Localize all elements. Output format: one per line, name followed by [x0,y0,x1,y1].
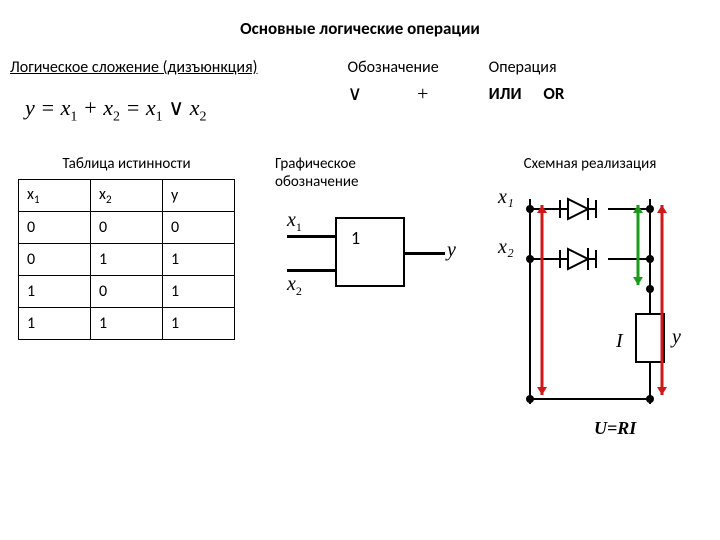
table-row: 1 1 1 [19,308,235,340]
svg-text:x₁: x₁ [497,186,514,208]
uri-label: U=RI [594,418,636,439]
gate-diagram: 1 x1 x2 y [275,197,465,317]
svg-text:I: I [615,330,624,352]
formula-x1b: x1 [146,95,163,120]
formula-x2: x2 [103,95,120,120]
op-en: OR [543,83,564,104]
gate-box [335,217,405,287]
circuit-block: Схемная реализация x₁ x₂ y I U=RI [490,155,690,439]
gate-label-y: y [447,239,456,262]
table-row: 0 1 1 [19,244,235,276]
circuit-diagram: x₁ x₂ y I U=RI [490,179,690,439]
operation-label: Операция [489,58,565,77]
svg-text:y: y [670,326,681,348]
truth-table-block: Таблица истинности x1 x2 y 0 0 0 0 1 1 1… [18,155,235,340]
svg-text:x₂: x₂ [497,236,514,258]
truth-table: x1 x2 y 0 0 0 0 1 1 1 0 1 1 1 1 [18,179,235,340]
gate-symbol: 1 [351,227,360,249]
gate-label-x2: x2 [287,273,302,299]
notation-label: Обозначение [348,58,439,77]
plus-symbol: + [417,83,428,105]
operation-column: Операция ИЛИ OR [489,58,565,106]
th-y: y [163,180,235,212]
formula-vee: ∨ [168,95,184,120]
formula: y = x1 + x2 = x1 ∨ x2 [25,95,207,125]
th-x2: x2 [91,180,163,212]
circuit-svg: x₁ x₂ y I [490,179,690,419]
operation-values: ИЛИ OR [489,83,565,104]
table-row: 1 0 1 [19,276,235,308]
truth-title: Таблица истинности [18,155,235,173]
gate-line-in2 [287,269,335,272]
gate-label-x1: x1 [287,209,302,235]
formula-y: y [25,95,35,120]
table-row: 0 0 0 [19,212,235,244]
graphic-title: Графическое обозначение [275,155,465,191]
page-title: Основные логические операции [0,0,720,39]
circuit-title: Схемная реализация [490,155,690,173]
formula-x1: x1 [61,95,78,120]
gate-line-in1 [287,235,335,238]
graphic-block: Графическое обозначение 1 x1 x2 y [275,155,465,317]
op-ru: ИЛИ [489,83,522,104]
vee-symbol: ∨ [348,83,363,105]
formula-x2b: x2 [190,95,207,120]
notation-column: Обозначение ∨ + [348,58,439,106]
notation-symbols: ∨ + [348,81,439,106]
th-x1: x1 [19,180,91,212]
gate-line-out [405,252,445,255]
